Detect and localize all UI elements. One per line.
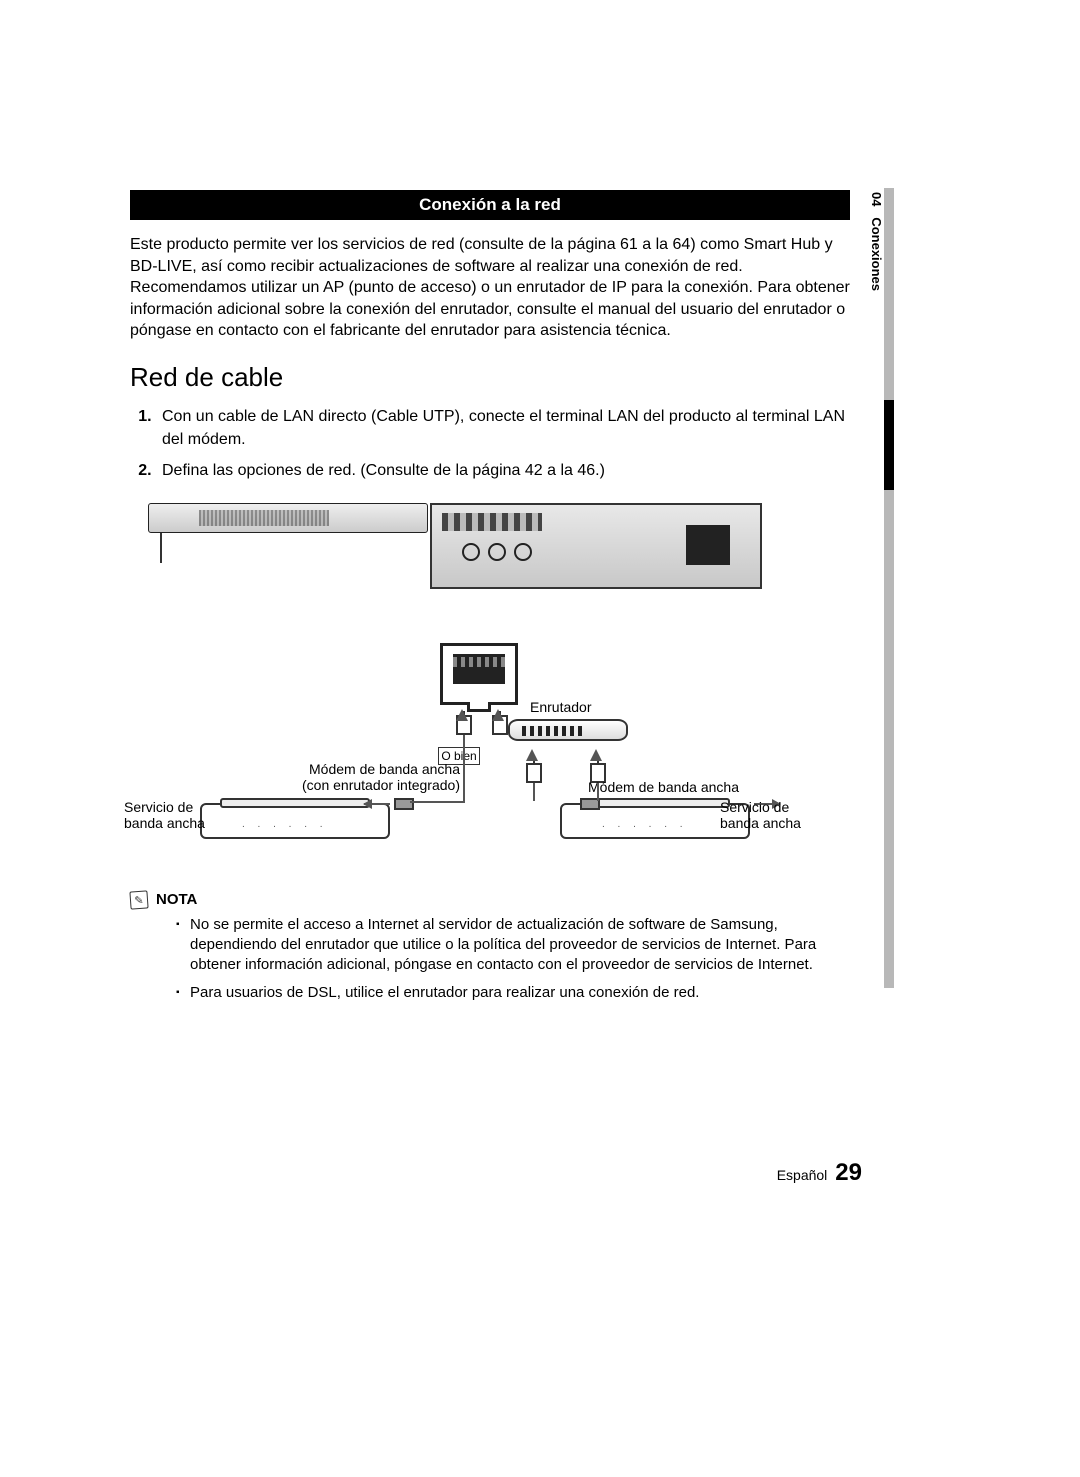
modem-label: Módem de banda ancha bbox=[588, 779, 739, 796]
side-gray-bar bbox=[884, 188, 894, 988]
modem-integrated-label: Módem de banda ancha (con enrutador inte… bbox=[280, 761, 460, 795]
cable-arrow bbox=[526, 763, 542, 783]
steps-list: Con un cable de LAN directo (Cable UTP),… bbox=[130, 405, 850, 483]
jack-icon bbox=[462, 543, 480, 561]
cable-line bbox=[410, 801, 465, 803]
modem-integrated-icon: . . . . . . bbox=[200, 803, 390, 839]
cable-line bbox=[463, 735, 465, 801]
side-chapter-label: 04 Conexiones bbox=[869, 192, 884, 291]
footer-language: Español bbox=[777, 1167, 828, 1183]
player-rear-outline bbox=[148, 503, 428, 533]
note-item: No se permite el acceso a Internet al se… bbox=[176, 915, 850, 976]
chapter-number: 04 bbox=[869, 192, 884, 206]
intro-paragraph: Este producto permite ver los servicios … bbox=[130, 234, 850, 342]
cable-line bbox=[597, 783, 599, 801]
rj45-connector-icon bbox=[440, 643, 518, 705]
rj45-tab bbox=[467, 702, 491, 712]
chapter-title: Conexiones bbox=[869, 217, 884, 291]
notes-list: No se permite el acceso a Internet al se… bbox=[130, 915, 850, 1004]
side-black-bar bbox=[884, 400, 894, 490]
rear-panel-zoom bbox=[430, 503, 762, 589]
rj45-pins bbox=[453, 654, 505, 684]
cable-stub bbox=[160, 533, 162, 563]
arrow-up-icon bbox=[526, 749, 538, 761]
lan-port-icon bbox=[686, 525, 730, 565]
subsection-heading: Red de cable bbox=[130, 362, 850, 393]
arrow-up-icon bbox=[590, 749, 602, 761]
jack-icon bbox=[488, 543, 506, 561]
section-title: Conexión a la red bbox=[419, 195, 561, 215]
note-heading: NOTA bbox=[156, 891, 197, 908]
note-heading-row: ✎ NOTA bbox=[130, 891, 850, 909]
step-item: Con un cable de LAN directo (Cable UTP),… bbox=[156, 405, 850, 451]
footer-page-number: 29 bbox=[835, 1159, 862, 1187]
modem-port-icon bbox=[394, 798, 414, 810]
service-right-label: Servicio de banda ancha bbox=[720, 799, 840, 833]
arrow-left-icon bbox=[364, 803, 390, 805]
router-icon bbox=[508, 719, 628, 741]
arrow-up-icon bbox=[492, 709, 504, 721]
page-footer: Español 29 bbox=[777, 1159, 862, 1187]
connection-diagram: Enrutador O bien . . . . . . Módem de ba… bbox=[130, 503, 830, 863]
vent-slots bbox=[442, 513, 542, 531]
cable-line bbox=[533, 783, 535, 801]
router-label: Enrutador bbox=[530, 699, 591, 716]
page-content: Conexión a la red Este producto permite … bbox=[130, 190, 850, 1012]
service-left-label: Servicio de banda ancha bbox=[124, 799, 205, 833]
lan-plug-icon bbox=[526, 763, 542, 783]
section-title-bar: Conexión a la red bbox=[130, 190, 850, 220]
note-item: Para usuarios de DSL, utilice el enrutad… bbox=[176, 983, 850, 1003]
jack-icon bbox=[514, 543, 532, 561]
step-item: Defina las opciones de red. (Consulte de… bbox=[156, 459, 850, 482]
arrow-up-icon bbox=[456, 709, 468, 721]
note-icon: ✎ bbox=[129, 890, 148, 909]
